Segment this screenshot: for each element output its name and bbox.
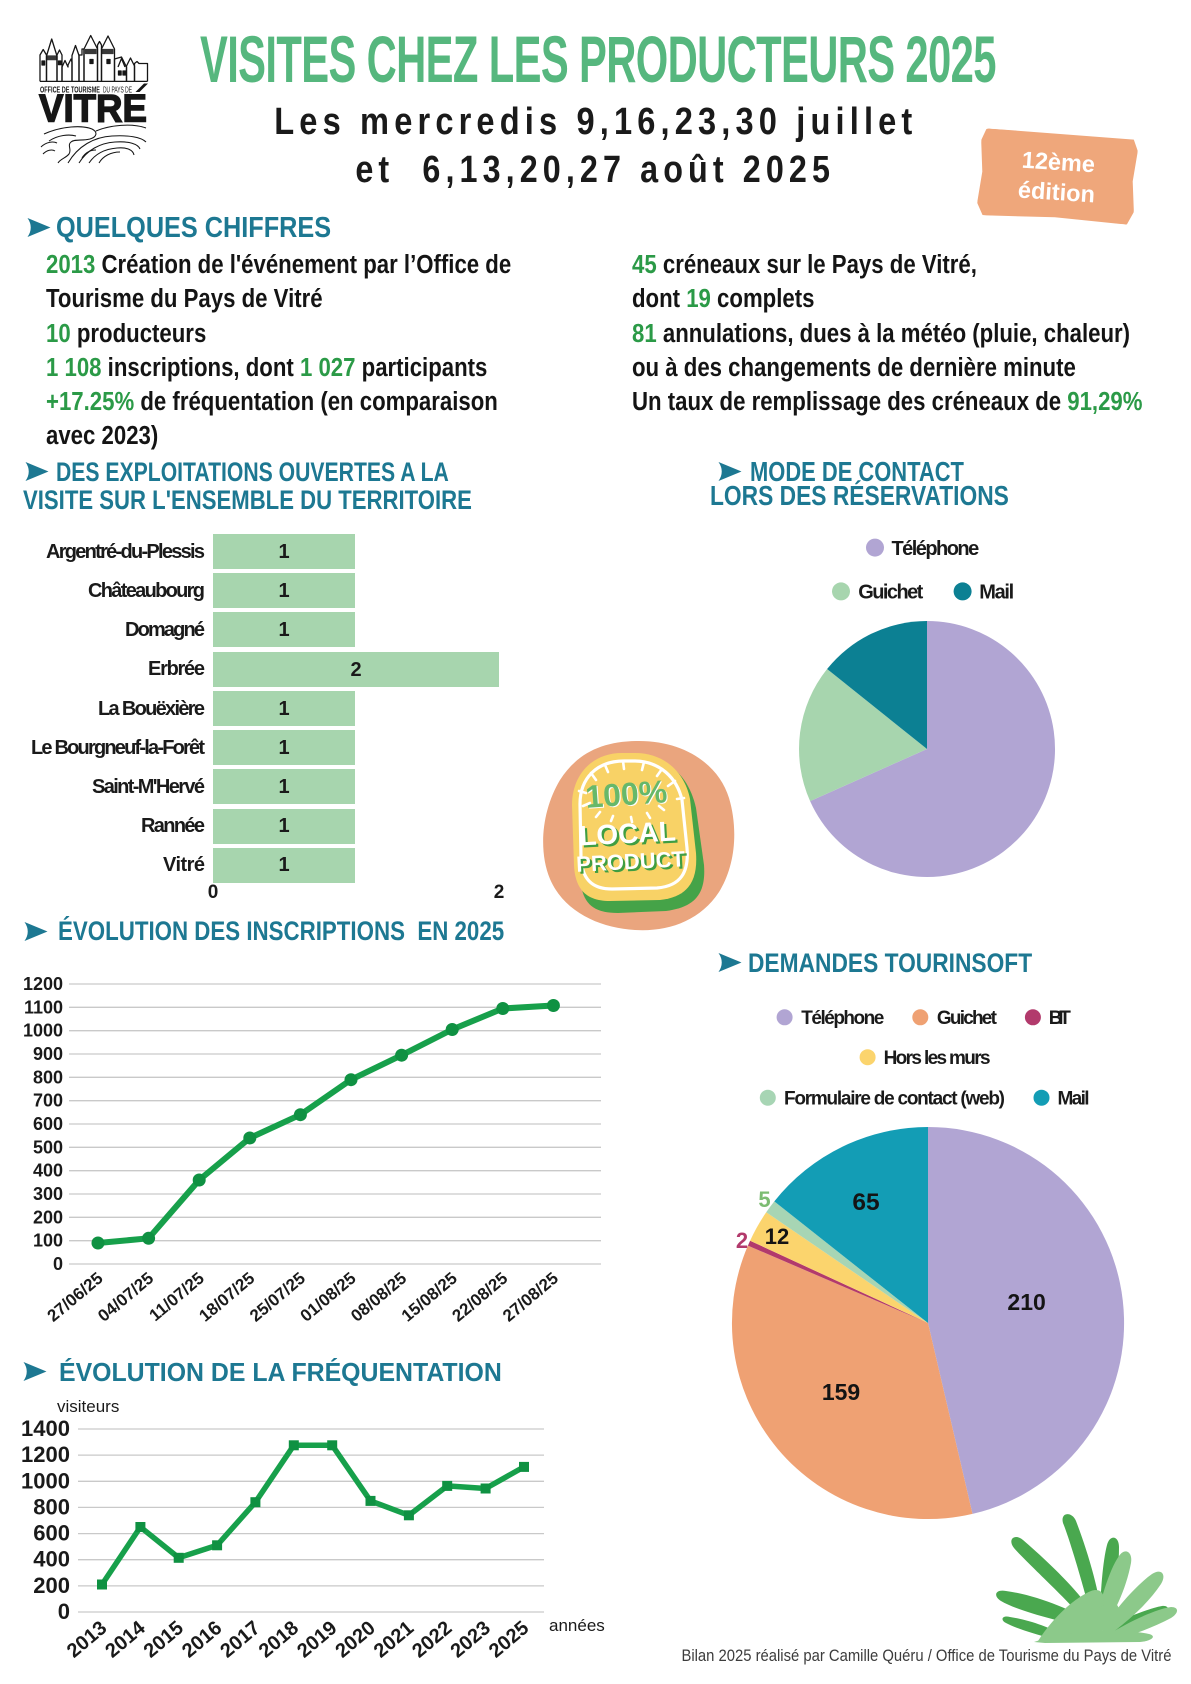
svg-text:Hors les murs: Hors les murs: [884, 1048, 991, 1069]
svg-text:15/08/25: 15/08/25: [398, 1269, 461, 1326]
svg-text:1: 1: [278, 737, 289, 759]
svg-text:159: 159: [822, 1379, 860, 1405]
svg-text:2: 2: [494, 882, 505, 903]
svg-text:1400: 1400: [21, 1416, 70, 1441]
svg-text:0: 0: [58, 1599, 70, 1624]
svg-text:1: 1: [278, 854, 289, 876]
svg-text:1: 1: [278, 776, 289, 798]
svg-text:PRODUCT: PRODUCT: [576, 846, 686, 877]
svg-text:800: 800: [33, 1067, 63, 1087]
svg-text:600: 600: [33, 1114, 63, 1134]
svg-text:01/08/25: 01/08/25: [297, 1269, 360, 1326]
svg-text:visiteurs: visiteurs: [57, 1397, 119, 1416]
svg-text:12: 12: [765, 1224, 789, 1249]
svg-text:DU PAYS DE: DU PAYS DE: [103, 86, 132, 95]
svg-text:Saint-M'Hervé: Saint-M'Hervé: [92, 776, 205, 798]
svg-text:1200: 1200: [21, 1442, 70, 1467]
svg-text:1: 1: [278, 815, 289, 837]
svg-text:VITRE: VITRE: [39, 88, 147, 131]
svg-text:OFFICE DE TOURISME: OFFICE DE TOURISME: [40, 85, 100, 95]
svg-text:1: 1: [278, 619, 289, 641]
svg-text:27/06/25: 27/06/25: [44, 1269, 107, 1326]
svg-text:Argentré-du-Plessis: Argentré-du-Plessis: [46, 541, 205, 563]
svg-text:900: 900: [33, 1044, 63, 1064]
svg-text:65: 65: [852, 1189, 879, 1216]
svg-text:11/07/25: 11/07/25: [146, 1269, 208, 1325]
svg-text:Le Bourgneuf-la-Forêt: Le Bourgneuf-la-Forêt: [31, 737, 205, 759]
svg-text:400: 400: [33, 1161, 63, 1181]
svg-text:800: 800: [33, 1494, 70, 1519]
svg-text:Formulaire de contact (web): Formulaire de contact (web): [784, 1089, 1005, 1110]
svg-text:600: 600: [33, 1521, 70, 1546]
svg-text:08/08/25: 08/08/25: [347, 1269, 410, 1326]
svg-text:BIT: BIT: [1049, 1008, 1071, 1029]
svg-text:0: 0: [208, 882, 219, 903]
svg-text:100%: 100%: [584, 773, 668, 815]
svg-text:années: années: [549, 1616, 605, 1635]
svg-text:Mail: Mail: [1058, 1089, 1090, 1110]
svg-text:Vitré: Vitré: [163, 854, 205, 876]
svg-text:Châteaubourg: Châteaubourg: [88, 580, 205, 602]
svg-text:5: 5: [758, 1187, 770, 1212]
svg-text:1: 1: [278, 698, 289, 720]
svg-text:700: 700: [33, 1091, 63, 1111]
svg-text:Erbrée: Erbrée: [148, 658, 205, 680]
svg-text:210: 210: [1007, 1289, 1045, 1315]
svg-text:2: 2: [350, 659, 361, 681]
svg-text:Mail: Mail: [979, 582, 1014, 604]
svg-text:1: 1: [278, 541, 289, 563]
svg-text:22/08/25: 22/08/25: [448, 1269, 511, 1326]
svg-text:Téléphone: Téléphone: [892, 538, 980, 560]
svg-text:25/07/25: 25/07/25: [246, 1269, 309, 1326]
svg-text:500: 500: [33, 1137, 63, 1157]
svg-text:27/08/25: 27/08/25: [499, 1269, 562, 1326]
svg-text:200: 200: [33, 1207, 63, 1227]
svg-text:Domagné: Domagné: [125, 619, 205, 641]
svg-text:400: 400: [33, 1547, 70, 1572]
svg-text:1000: 1000: [23, 1021, 63, 1041]
svg-text:1000: 1000: [21, 1468, 70, 1493]
svg-text:Téléphone: Téléphone: [801, 1008, 884, 1029]
svg-text:0: 0: [53, 1254, 63, 1274]
svg-text:1100: 1100: [24, 997, 63, 1017]
svg-text:Guichet: Guichet: [937, 1008, 998, 1029]
svg-text:Guichet: Guichet: [858, 582, 923, 604]
svg-text:100: 100: [33, 1231, 63, 1251]
svg-text:200: 200: [33, 1573, 70, 1598]
svg-text:La Bouëxière: La Bouëxière: [98, 698, 205, 720]
svg-text:LOCAL: LOCAL: [579, 816, 677, 852]
svg-text:1: 1: [278, 580, 289, 602]
svg-text:300: 300: [33, 1184, 63, 1204]
svg-text:1200: 1200: [23, 974, 63, 994]
svg-text:Rannée: Rannée: [141, 815, 205, 837]
svg-text:2: 2: [736, 1228, 748, 1253]
svg-text:04/07/25: 04/07/25: [94, 1269, 157, 1326]
svg-text:18/07/25: 18/07/25: [195, 1269, 258, 1326]
